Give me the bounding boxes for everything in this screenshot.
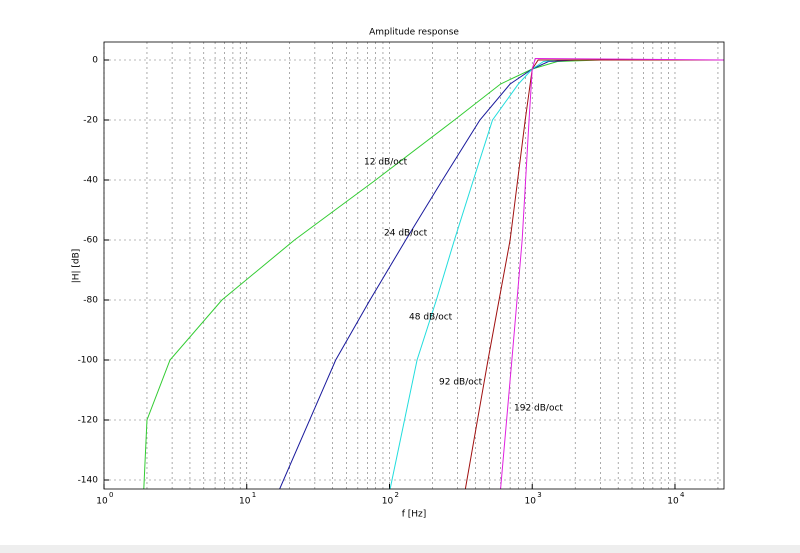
x-tick-label: 10 [667, 497, 679, 507]
x-tick-label: 10 [239, 497, 251, 507]
y-tick-label: -60 [83, 236, 98, 246]
x-tick-label: 10 [382, 497, 394, 507]
x-tick-power: 1 [252, 491, 256, 499]
x-tick-power: 4 [680, 491, 685, 499]
series-line [143, 59, 724, 489]
series-line [279, 59, 724, 489]
y-tick-label: -140 [78, 476, 99, 486]
annotation: 12 dB/oct [364, 158, 408, 168]
x-tick-power: 0 [109, 491, 113, 499]
window-strip [0, 545, 800, 553]
plot-area [104, 42, 724, 489]
series-line [464, 59, 724, 489]
x-tick-label: 10 [96, 497, 108, 507]
annotation: 24 dB/oct [384, 229, 428, 239]
y-tick-label: -40 [83, 176, 98, 186]
y-axis-label: |H| [dB] [72, 249, 82, 284]
y-tick-label: -120 [78, 416, 99, 426]
annotation: 48 dB/oct [409, 313, 453, 323]
y-tick-label: -80 [83, 296, 98, 306]
x-axis-label: f [Hz] [402, 510, 427, 520]
axes-box [103, 41, 725, 490]
x-tick-power: 2 [394, 491, 398, 499]
y-tick-label: 0 [92, 56, 98, 66]
annotation: 92 dB/oct [439, 378, 483, 388]
series-line [389, 59, 724, 489]
x-tick-label: 10 [525, 497, 537, 507]
chart-title: Amplitude response [369, 28, 459, 38]
y-tick-label: -20 [83, 116, 98, 126]
annotation: 192 dB/oct [514, 404, 563, 414]
series-line [500, 57, 724, 489]
x-tick-power: 3 [537, 491, 541, 499]
y-tick-label: -100 [78, 356, 99, 366]
